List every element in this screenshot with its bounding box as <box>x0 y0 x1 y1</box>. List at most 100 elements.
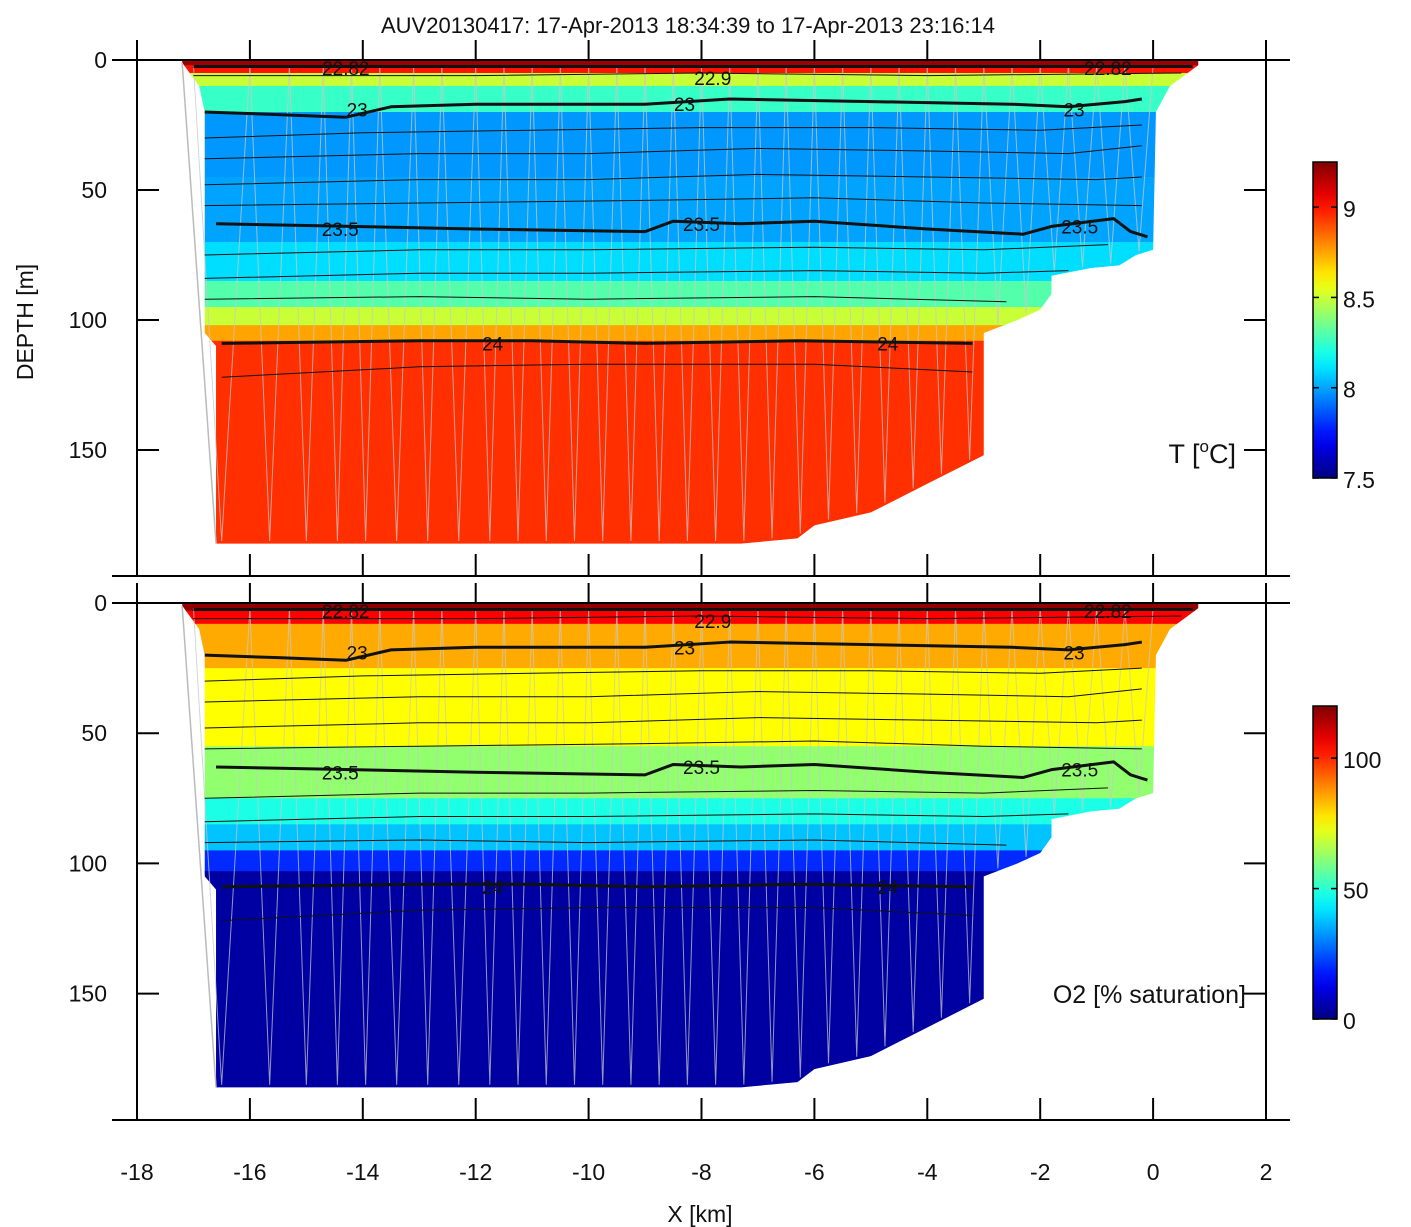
contour-23 <box>204 97 1143 119</box>
field-layer <box>182 850 1199 873</box>
contour-label: 22.82 <box>1084 59 1132 80</box>
x-tick-label: -2 <box>1030 1159 1050 1185</box>
colorbar-tick-label: 8.5 <box>1343 286 1375 312</box>
contour-label: 23.5 <box>322 220 359 241</box>
contour-line <box>204 717 1142 729</box>
y-tick-label: 50 <box>81 177 107 203</box>
contour-label: 23 <box>674 638 695 659</box>
oxygen-field <box>182 603 1199 1088</box>
contour-line <box>204 813 1069 823</box>
field-layer <box>182 325 1199 342</box>
contour-22.9 <box>193 615 1182 620</box>
contour-label: 23 <box>347 100 368 121</box>
contour-label: 23 <box>1063 100 1084 121</box>
contour-label: 22.9 <box>694 69 731 90</box>
contour-label: 24 <box>877 878 899 899</box>
contour-line <box>204 270 1069 279</box>
colorbar-tick-label: 0 <box>1343 1008 1356 1034</box>
x-axis-label: X [km] <box>667 1201 732 1227</box>
y-tick-label: 150 <box>69 981 107 1007</box>
y-tick-label: 100 <box>69 850 107 876</box>
colorbar-tick-label: 7.5 <box>1343 467 1375 493</box>
contour-label: 23.5 <box>683 758 720 779</box>
field-layer <box>182 610 1199 625</box>
contour-label: 23.5 <box>1061 761 1098 782</box>
contour-23.5 <box>216 217 1148 239</box>
contour-line <box>204 145 1142 160</box>
contour-label: 24 <box>482 334 504 355</box>
bottom-axes: 0 50 100 150 -18 -16 -14 -12 -10 -8 -6 -4 -2 0 2 <box>69 583 1290 1185</box>
contour-label: 22.82 <box>1084 602 1132 623</box>
x-tick-label: -4 <box>917 1159 938 1185</box>
contour-line <box>204 244 1108 256</box>
contour-line <box>204 839 1007 846</box>
contour-label: 24 <box>877 334 899 355</box>
contour-label: 23 <box>674 95 695 116</box>
section-left-edge <box>181 605 217 1088</box>
y-axis-label: DEPTH [m] <box>12 264 38 380</box>
contour-label: 23 <box>1063 643 1084 664</box>
top-axes: 0 50 100 150 <box>69 40 1290 577</box>
field-layer <box>182 307 1199 327</box>
y-tick-label: 150 <box>69 437 107 463</box>
colorbar-tick-label: 100 <box>1343 747 1381 773</box>
field-layer <box>182 668 1199 748</box>
field-layer <box>182 65 1199 74</box>
contour-label: 23.5 <box>322 763 359 784</box>
x-tick-label: -8 <box>691 1159 711 1185</box>
contour-24 <box>221 882 973 889</box>
contour-label: 22.82 <box>322 602 370 623</box>
contour-label: 23.5 <box>683 215 720 236</box>
x-tick-label: -14 <box>346 1159 379 1185</box>
temperature-field <box>182 60 1199 544</box>
y-tick-label: 0 <box>94 47 107 73</box>
oxygen-label: O2 [% saturation] <box>1053 981 1246 1009</box>
contour-line <box>221 363 973 378</box>
y-tick-label: 100 <box>69 307 107 333</box>
oxygen-colorbar-ticks: 100 50 0 <box>1313 747 1381 1034</box>
contour-line <box>204 688 1142 703</box>
field-layer <box>182 623 1199 670</box>
field-layer <box>182 112 1199 178</box>
field-layer <box>182 281 1199 308</box>
contour-line <box>204 787 1108 799</box>
field-layer <box>182 746 1199 800</box>
contour-line <box>204 173 1142 186</box>
contour-line <box>204 296 1007 303</box>
colorbar-tick-label: 50 <box>1343 878 1369 904</box>
x-tick-label: -16 <box>233 1159 266 1185</box>
contour-line <box>221 907 973 922</box>
contour-label: 23 <box>347 643 368 664</box>
colorbar-tick-label: 9 <box>1343 196 1356 222</box>
field-layer <box>182 73 1199 87</box>
contour-22.9 <box>193 72 1182 77</box>
contour-23.5 <box>216 760 1148 782</box>
x-tick-label: -12 <box>459 1159 492 1185</box>
x-tick-label: 2 <box>1260 1159 1273 1185</box>
x-tick-label: -6 <box>804 1159 824 1185</box>
field-layer <box>182 86 1199 113</box>
x-tick-label: -10 <box>572 1159 605 1185</box>
field-layer <box>182 603 1199 612</box>
contour-label: 24 <box>482 878 504 899</box>
oxygen-colorbar <box>1312 705 1338 1020</box>
field-layer <box>182 60 1199 67</box>
contour-line <box>204 740 1142 750</box>
temperature-label: T [oC] <box>1169 437 1236 469</box>
x-tick-label: -18 <box>120 1159 153 1185</box>
y-tick-label: 0 <box>94 590 107 616</box>
temperature-colorbar-ticks: 9 8.5 8 7.5 <box>1313 196 1375 493</box>
contour-line <box>204 124 1142 139</box>
field-layer <box>182 824 1199 852</box>
figure-title: AUV20130417: 17-Apr-2013 18:34:39 to 17-… <box>381 13 995 38</box>
contour-label: 22.82 <box>322 59 370 80</box>
x-tick-label: 0 <box>1147 1159 1160 1185</box>
contour-24 <box>221 339 973 345</box>
contour-label: 22.9 <box>694 612 731 633</box>
y-tick-label: 50 <box>81 720 107 746</box>
